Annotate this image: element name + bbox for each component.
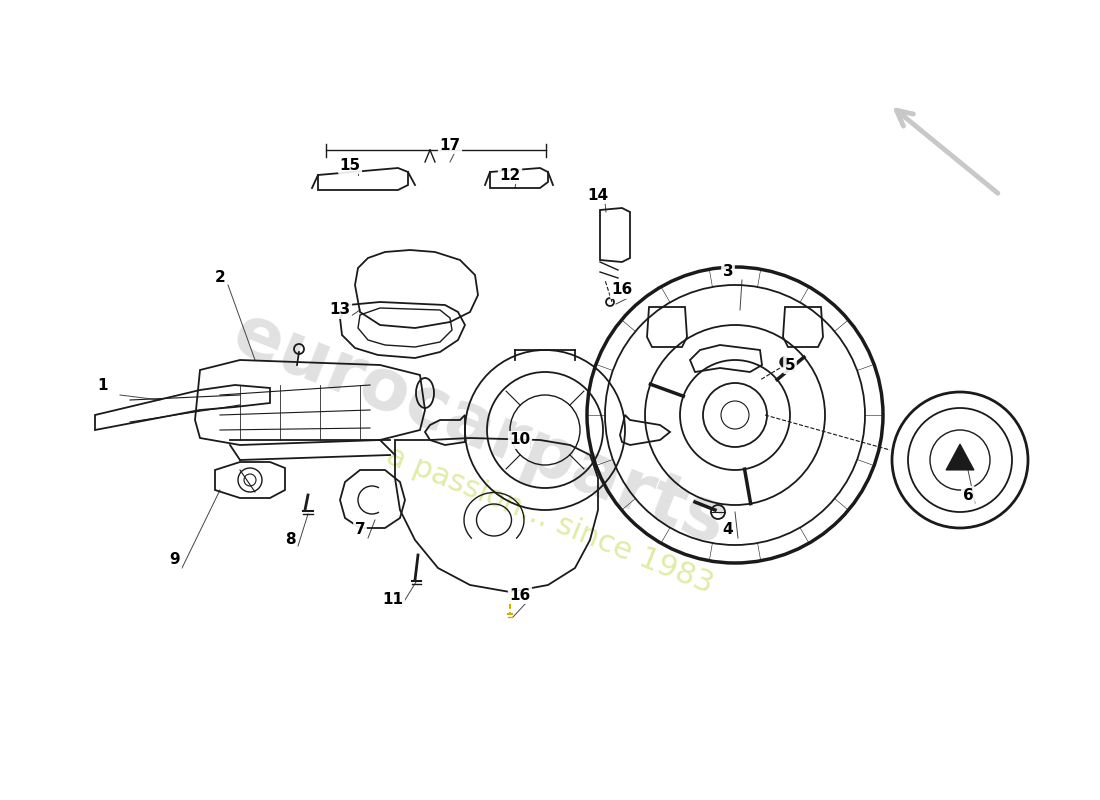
Polygon shape	[946, 444, 974, 470]
Text: 12: 12	[499, 167, 520, 182]
Text: 11: 11	[383, 593, 404, 607]
Text: eurocarparts: eurocarparts	[223, 299, 737, 561]
Text: 17: 17	[439, 138, 461, 153]
Text: 14: 14	[587, 187, 608, 202]
Text: a passion... since 1983: a passion... since 1983	[383, 441, 717, 599]
Circle shape	[780, 357, 790, 367]
Text: 7: 7	[354, 522, 365, 538]
Text: 16: 16	[509, 587, 530, 602]
Text: 8: 8	[285, 533, 295, 547]
Text: 16: 16	[612, 282, 632, 298]
Text: 15: 15	[340, 158, 361, 173]
Text: 4: 4	[723, 522, 734, 538]
Text: 13: 13	[329, 302, 351, 318]
Text: 1: 1	[98, 378, 108, 393]
Text: 6: 6	[962, 487, 974, 502]
Text: 5: 5	[784, 358, 795, 373]
Text: 10: 10	[509, 433, 530, 447]
Text: 3: 3	[723, 265, 734, 279]
Text: 9: 9	[169, 553, 180, 567]
Text: 2: 2	[214, 270, 225, 286]
